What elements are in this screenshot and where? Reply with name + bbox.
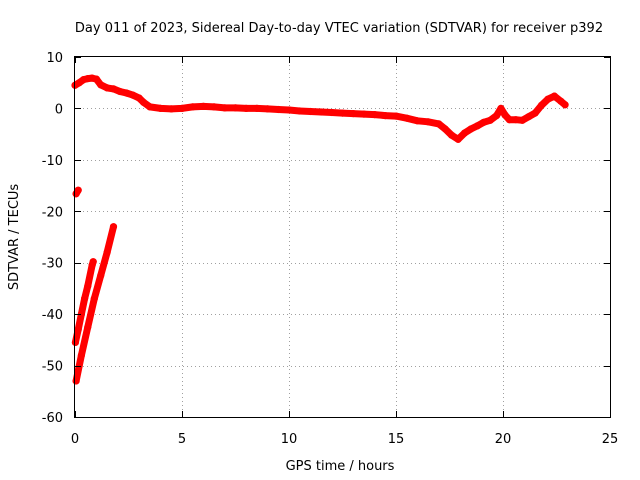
- data-point: [146, 103, 154, 111]
- data-point: [97, 81, 105, 89]
- y-tick-label: -60: [42, 411, 63, 426]
- y-tick-labels: 10 0 -10 -20 -30 -40 -50 -60: [42, 51, 63, 426]
- data-point: [84, 323, 92, 331]
- series-short-segment: [72, 186, 82, 198]
- x-tick-labels: 0 5 10 15 20 25: [71, 432, 618, 447]
- data-point: [460, 129, 469, 137]
- data-point: [210, 103, 218, 111]
- data-point: [413, 117, 421, 125]
- data-point: [381, 112, 389, 120]
- data-point: [253, 104, 261, 112]
- y-tick-label: -50: [42, 360, 63, 375]
- data-point: [328, 108, 336, 117]
- y-tick-label: -20: [42, 205, 63, 220]
- data-point: [81, 295, 89, 303]
- data-point: [525, 113, 533, 121]
- data-point: [550, 92, 559, 100]
- x-tick-label: 0: [71, 432, 79, 447]
- data-point: [178, 104, 186, 112]
- data-point: [448, 131, 456, 139]
- data-point: [480, 118, 488, 126]
- x-tick-label: 20: [495, 432, 512, 447]
- data-point: [435, 120, 443, 128]
- y-tick-label: 0: [55, 102, 63, 117]
- data-point: [518, 116, 526, 124]
- data-point: [501, 111, 509, 119]
- data-point: [77, 310, 85, 318]
- data-point: [296, 107, 304, 115]
- data-point: [454, 135, 462, 143]
- x-tick-label: 5: [178, 432, 186, 447]
- data-point: [74, 326, 82, 334]
- data-point: [317, 108, 325, 116]
- data-point: [109, 85, 118, 93]
- data-point: [72, 377, 80, 385]
- x-tick-label: 10: [281, 432, 298, 447]
- plot-frame: [74, 56, 611, 418]
- data-point: [497, 104, 505, 112]
- data-point: [537, 101, 546, 109]
- data-point: [531, 109, 539, 117]
- data-point: [274, 105, 282, 114]
- data-point: [84, 282, 92, 290]
- data-point: [90, 295, 98, 303]
- axis-ticks: [75, 57, 611, 418]
- data-point: [103, 84, 111, 92]
- y-tick-label: -40: [42, 308, 63, 323]
- data-point: [441, 125, 449, 133]
- series-rising-segment-A: [71, 258, 97, 346]
- chart-title: Day 011 of 2023, Sidereal Day-to-day VTE…: [75, 21, 603, 36]
- y-tick-label: 10: [46, 51, 63, 66]
- y-axis-title: SDTVAR / TECUs: [7, 184, 22, 291]
- data-point: [424, 118, 432, 126]
- data-point: [92, 75, 100, 83]
- data-point: [561, 101, 569, 109]
- series-main-trace: [71, 74, 569, 143]
- x-tick-label: 15: [388, 432, 405, 447]
- data-point: [167, 105, 175, 113]
- data-point: [97, 272, 105, 280]
- data-point: [544, 95, 552, 103]
- data-point: [486, 116, 494, 124]
- data-point: [371, 111, 379, 119]
- y-tick-label: -10: [42, 154, 63, 169]
- data-point: [392, 112, 400, 120]
- data-point: [89, 258, 97, 266]
- data-point: [139, 98, 148, 106]
- data-point: [109, 223, 118, 231]
- data-point: [103, 248, 111, 256]
- data-point: [242, 104, 250, 112]
- x-axis-title: GPS time / hours: [286, 459, 395, 474]
- data-point: [77, 351, 85, 359]
- data-point: [129, 91, 137, 99]
- data-point: [473, 122, 481, 130]
- data-point: [493, 112, 501, 120]
- data-point: [231, 104, 240, 112]
- x-tick-label: 25: [602, 432, 619, 447]
- data-point: [74, 186, 82, 194]
- data-point: [71, 338, 79, 346]
- data-point: [512, 116, 520, 124]
- y-tick-label: -30: [42, 257, 63, 272]
- data-point: [157, 104, 165, 112]
- data-point: [116, 87, 124, 96]
- data-point: [199, 102, 207, 110]
- data-point: [122, 89, 130, 97]
- data-point: [189, 103, 197, 111]
- data-point: [221, 104, 229, 112]
- data-point: [285, 106, 293, 114]
- data-point: [505, 116, 513, 124]
- data-point: [349, 110, 357, 118]
- data-point: [403, 114, 411, 122]
- data-point: [338, 109, 347, 117]
- data-point: [264, 105, 272, 113]
- data-point: [360, 110, 368, 118]
- data-point: [306, 107, 314, 116]
- series-layer: [71, 74, 569, 385]
- series-rising-segment-B: [72, 223, 118, 385]
- data-point: [467, 125, 475, 133]
